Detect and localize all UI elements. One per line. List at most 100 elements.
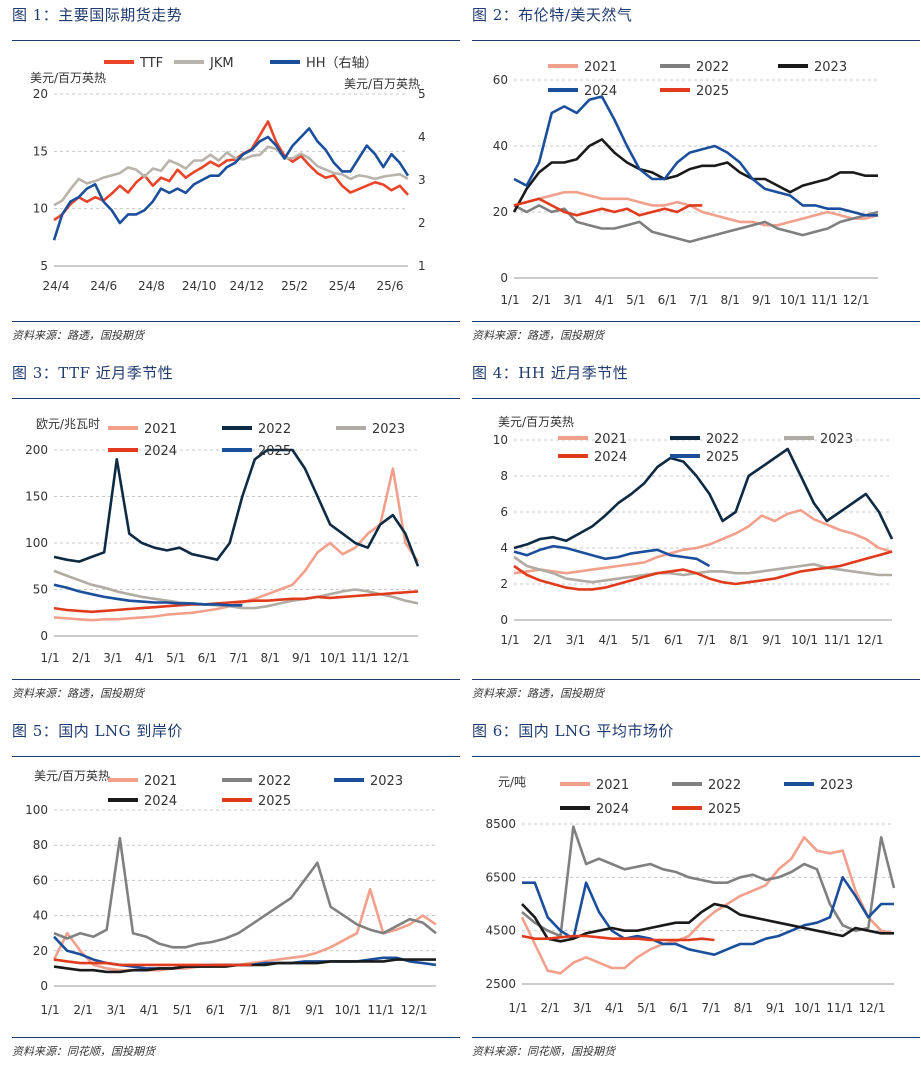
figure-2-xtick-label: 8/1: [721, 293, 740, 307]
figure-3-legend-label: 2023: [372, 422, 405, 437]
figure-5-title-rule: [12, 756, 460, 757]
figure-6-series-line-2025: [521, 934, 715, 942]
figure-5-xtick-label: 7/1: [239, 1003, 258, 1017]
figure-4-legend-label: 2022: [706, 432, 739, 447]
figure-2-xtick-label: 2/1: [532, 293, 551, 307]
figure-5-ytick-label: 100: [25, 803, 48, 817]
figure-3-ytick-label: 100: [25, 536, 48, 550]
figure-6-xtick-label: 6/1: [669, 1001, 688, 1015]
figure-3-legend-label: 2021: [144, 422, 177, 437]
figure-5-legend-label: 2021: [144, 774, 177, 789]
figure-4-legend-label: 2023: [820, 432, 853, 447]
figure-4-legend-label: 2021: [594, 432, 627, 447]
figure-1-xtick-label: 24/6: [90, 279, 117, 293]
figure-5-ytick-label: 80: [33, 838, 48, 852]
figure-6-xtick-label: 3/1: [573, 1001, 592, 1015]
figure-1-ytick-label: 20: [33, 87, 48, 101]
figure-6-legend-label: 2025: [708, 802, 741, 817]
figure-4-xtick-label: 1/1: [500, 633, 519, 647]
figure-1-title-rule: [12, 40, 460, 41]
figure-3-source: 资料来源：路透，国投期货: [12, 687, 144, 700]
figure-3-title: 图 3：TTF 近月季节性: [12, 364, 174, 382]
figure-3-legend-label: 2025: [258, 444, 291, 459]
figure-2-xtick-label: 6/1: [658, 293, 677, 307]
figure-3-xtick-label: 10/1: [320, 651, 347, 665]
figure-3-ytick-label: 50: [33, 583, 48, 597]
figure-6-bottom-rule: [472, 1037, 920, 1038]
figure-3-xtick-label: 11/1: [351, 651, 378, 665]
figure-5-legend-label: 2025: [258, 794, 291, 809]
figure-4-title-rule: [472, 398, 920, 399]
figure-3-series-line-2024: [53, 590, 419, 614]
figure-5-panel: 图 5：国内 LNG 到岸价 0 20 40 60 80 100 1/1 2/1 3/1 4/1 5…: [12, 720, 460, 1075]
figure-5-xtick-label: 9/1: [305, 1003, 324, 1017]
figure-5-ylabel: 美元/百万英热: [34, 769, 110, 783]
figure-2-xtick-label: 11/1: [811, 293, 838, 307]
figure-6-ytick-label: 8500: [485, 817, 516, 831]
figure-4-series-line-2021: [513, 508, 893, 575]
figure-2-xtick-label: 3/1: [563, 293, 582, 307]
figure-3-series-line-2025: [53, 583, 243, 607]
figure-3-xtick-label: 8/1: [261, 651, 280, 665]
figure-3-series-line-2023: [53, 569, 419, 610]
figure-1-xtick-label: 25/6: [377, 279, 404, 293]
figure-5-xtick-label: 11/1: [367, 1003, 394, 1017]
figure-3-title-rule: [12, 398, 460, 399]
figure-4-xtick-label: 6/1: [664, 633, 683, 647]
figure-6-legend-label: 2024: [596, 802, 629, 817]
figure-6-panel: 图 6：国内 LNG 平均市场价 2500 4500 6500 8500 1/1 2/1 3…: [472, 720, 920, 1075]
figure-6-ytick-label: 6500: [485, 870, 516, 884]
figure-1-legend-label: HH（右轴）: [306, 56, 378, 71]
figure-2-xtick-label: 7/1: [689, 293, 708, 307]
figure-2-xtick-label: 12/1: [843, 293, 870, 307]
figure-5-title: 图 5：国内 LNG 到岸价: [12, 722, 183, 740]
figure-3-panel: 图 3：TTF 近月季节性 0 50 100 150 200 1/1 2/1 3/1 4/1 5/…: [12, 362, 460, 717]
figure-4-xtick-label: 8/1: [729, 633, 748, 647]
figure-6-legend-label: 2021: [596, 778, 629, 793]
figure-3-chart: 0 50 100 150 200 1/1 2/1 3/1 4/1 5/1 6/1 7/1 8/1 9/1 1…: [25, 417, 420, 665]
figure-4-xtick-label: 5/1: [631, 633, 650, 647]
figure-1-xtick-label: 25/2: [281, 279, 308, 293]
figure-6-legend-label: 2023: [820, 778, 853, 793]
figure-4-ytick-label: 4: [500, 541, 508, 555]
figure-6-chart: 2500 4500 6500 8500 1/1 2/1 3/1 4/1 5/1 6/1 7/1 8/1…: [485, 775, 896, 1015]
figure-6-xtick-label: 4/1: [605, 1001, 624, 1015]
figure-2-legend-label: 2021: [584, 60, 617, 75]
figure-1-xtick-label: 25/4: [329, 279, 356, 293]
figure-5-xtick-label: 3/1: [107, 1003, 126, 1017]
figure-5-xtick-label: 4/1: [140, 1003, 159, 1017]
figure-1-xtick-label: 24/4: [43, 279, 70, 293]
figure-4-series-line-2023: [513, 555, 892, 584]
figure-5-xtick-label: 1/1: [40, 1003, 59, 1017]
figure-6-xtick-label: 2/1: [541, 1001, 560, 1015]
figure-2-xtick-label: 1/1: [500, 293, 519, 307]
figure-6-xtick-label: 11/1: [826, 1001, 853, 1015]
figure-6-xtick-label: 8/1: [734, 1001, 753, 1015]
figure-2-bottom-rule: [472, 321, 920, 322]
figure-5-xtick-label: 12/1: [401, 1003, 428, 1017]
figure-1-xtick-label: 24/12: [230, 279, 265, 293]
figure-5-xtick-label: 2/1: [73, 1003, 92, 1017]
figure-1-series-line-jkm: [53, 145, 409, 207]
figure-6-title-rule: [472, 756, 920, 757]
figure-1-title: 图 1：主要国际期货走势: [12, 6, 183, 24]
figure-2-ytick-label: 40: [493, 139, 508, 153]
figure-1-bottom-rule: [12, 321, 460, 322]
figure-2-source: 资料来源：路透，国投期货: [472, 329, 604, 342]
figure-4-xtick-label: 12/1: [857, 633, 884, 647]
figure-6-series-line-2021: [520, 836, 895, 975]
figure-1-xtick-label: 24/10: [182, 279, 217, 293]
figure-1-y2label: 美元/百万英热: [344, 77, 420, 91]
figure-5-xtick-label: 5/1: [173, 1003, 192, 1017]
figure-1-y2tick-label: 2: [418, 216, 426, 230]
figure-4-legend-label: 2025: [706, 450, 739, 465]
figure-3-xtick-label: 4/1: [135, 651, 154, 665]
figure-3-xtick-label: 5/1: [166, 651, 185, 665]
figure-2-series-line-2023: [512, 138, 878, 213]
figure-2-series-line-2021: [513, 190, 879, 227]
figure-2-xtick-label: 9/1: [752, 293, 771, 307]
figure-3-xtick-label: 3/1: [103, 651, 122, 665]
figure-4-ytick-label: 10: [493, 433, 508, 447]
figure-4-xtick-label: 7/1: [697, 633, 716, 647]
figure-4-series-line-2025: [513, 544, 711, 568]
